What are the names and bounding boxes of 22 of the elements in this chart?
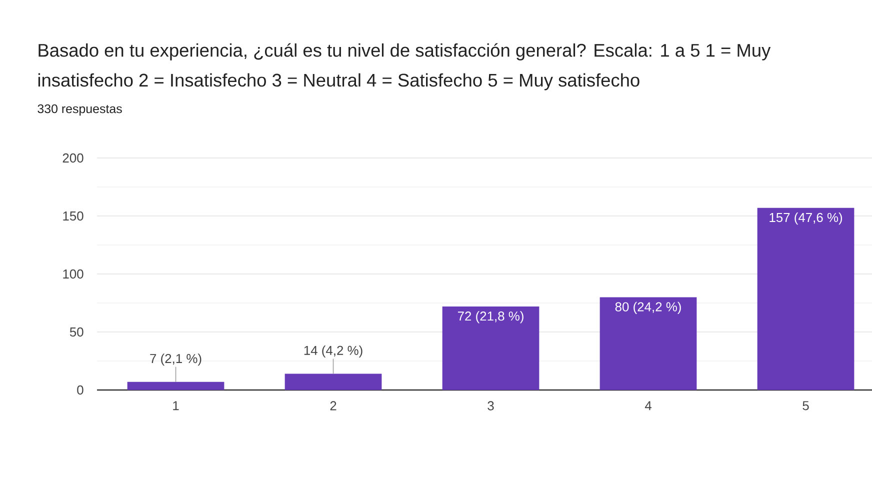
data-label: 72 (21,8 %) bbox=[458, 311, 524, 324]
bar bbox=[284, 374, 382, 390]
x-tick-label: 5 bbox=[802, 401, 809, 410]
chart-title: Basado en tu experiencia, ¿cuál es tu nivel de satisfacción general? Escala: 1 a 5 1 = Muy insatisfecho 2 = Insatisfecho 3 = Neutral 4 = Satisfecho 5 = Muy satisfecho bbox=[38, 43, 771, 90]
y-tick-label: 50 bbox=[70, 327, 84, 337]
data-label: 14 (4,2 %) bbox=[304, 345, 362, 358]
chart-subtitle: 330 respuestas bbox=[38, 104, 122, 116]
x-tick-label: 1 bbox=[173, 401, 179, 410]
bar bbox=[442, 306, 540, 390]
data-label: 80 (24,2 %) bbox=[615, 302, 681, 314]
y-tick-label: 0 bbox=[77, 385, 84, 395]
bar bbox=[757, 208, 854, 390]
x-tick-label: 3 bbox=[488, 401, 494, 410]
x-tick-label: 2 bbox=[330, 401, 336, 410]
y-tick-label: 100 bbox=[63, 269, 84, 279]
y-tick-label: 200 bbox=[62, 153, 84, 163]
y-tick-label: 150 bbox=[63, 211, 84, 221]
bar bbox=[600, 297, 697, 390]
data-label: 7 (2,1 %) bbox=[150, 354, 202, 366]
bar bbox=[127, 382, 224, 390]
data-label: 157 (47,6 %) bbox=[770, 212, 842, 225]
x-tick-label: 4 bbox=[644, 401, 652, 410]
